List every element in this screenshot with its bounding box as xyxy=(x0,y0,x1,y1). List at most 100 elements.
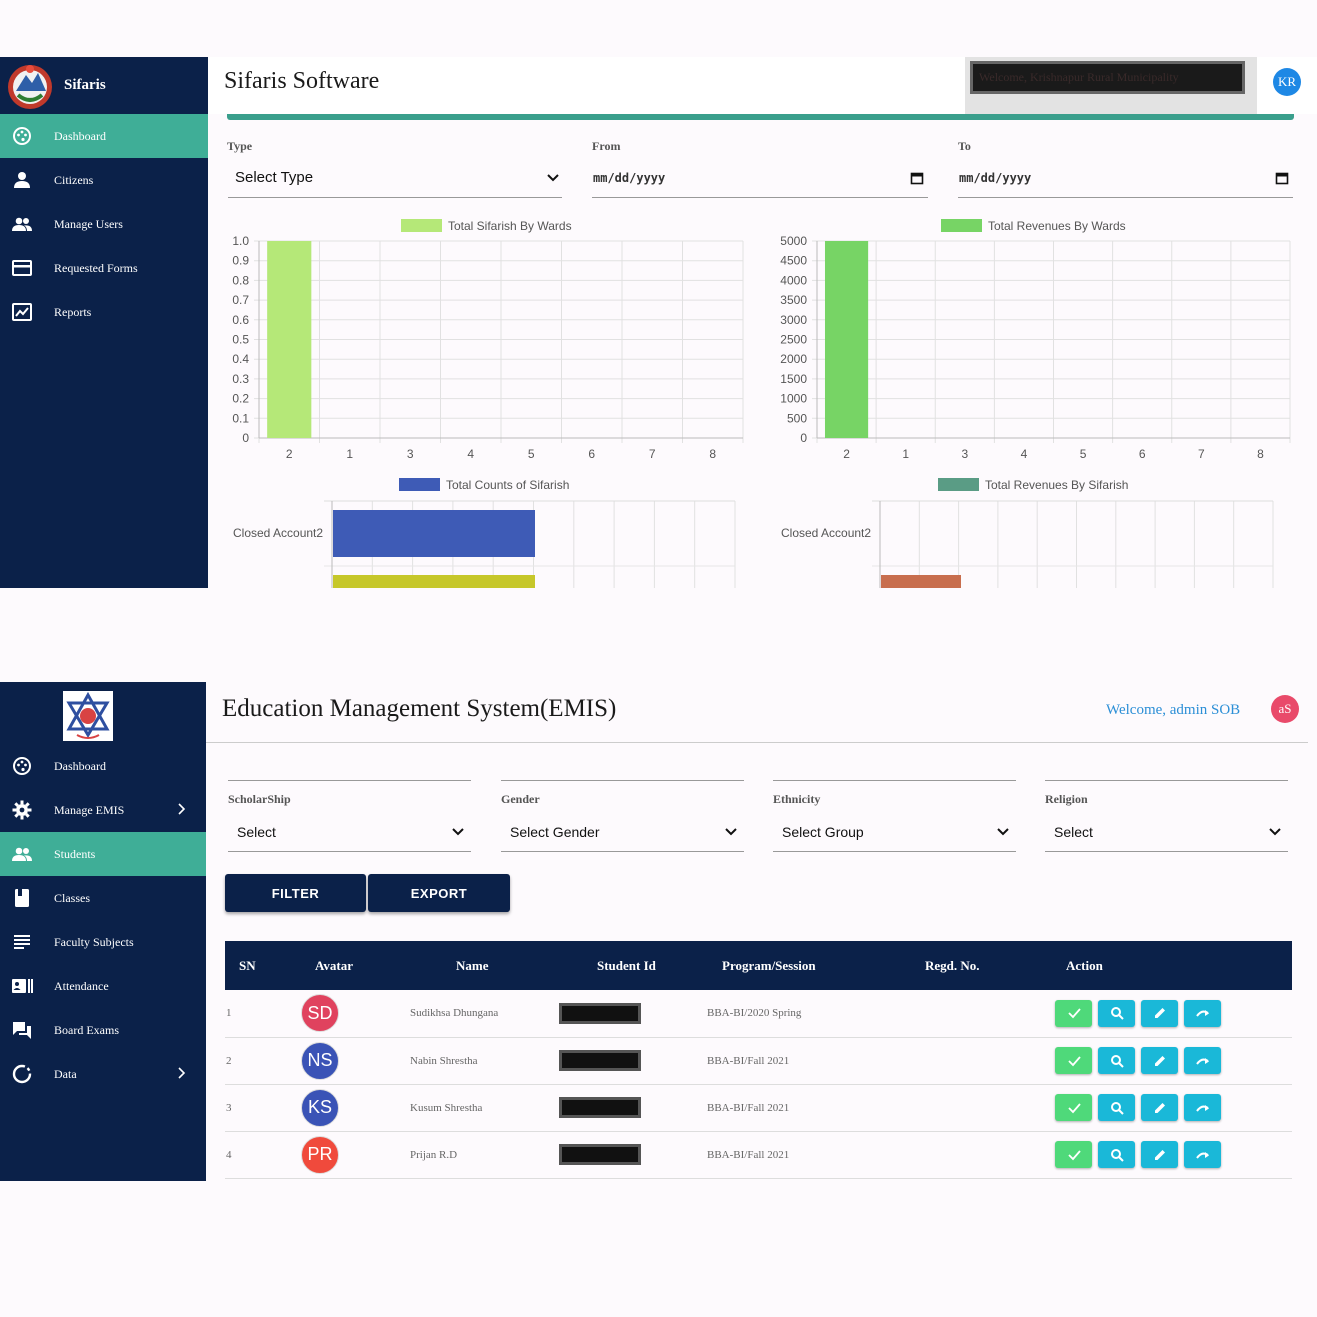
sidebar-item-students[interactable]: Students xyxy=(0,832,206,876)
search-button[interactable] xyxy=(1098,999,1135,1027)
sidebar-item-attendance[interactable]: Attendance xyxy=(0,964,206,1008)
filter-label: ScholarShip xyxy=(228,792,291,806)
calendar-icon[interactable] xyxy=(910,171,924,185)
sidebar-item-dashboard[interactable]: Dashboard xyxy=(0,744,206,788)
sidebar-item-reports[interactable]: Reports xyxy=(0,290,208,334)
university-logo-icon xyxy=(63,691,113,741)
redo-button[interactable] xyxy=(1184,1094,1221,1121)
cell-actions xyxy=(1045,1037,1292,1085)
redo-icon xyxy=(1195,1010,1209,1017)
edit-button[interactable] xyxy=(1141,1094,1178,1121)
type-label: Type xyxy=(227,139,253,153)
redo-icon xyxy=(1195,1104,1209,1112)
filter-select[interactable]: Select xyxy=(1045,812,1288,852)
y-tick-label: 0.7 xyxy=(232,293,249,307)
sidebar-item-board-exams[interactable]: Board Exams xyxy=(0,1008,206,1052)
redo-button[interactable] xyxy=(1184,1141,1221,1168)
people-icon xyxy=(11,843,33,865)
to-date-placeholder: mm/dd/yyyy xyxy=(959,170,1032,185)
edit-icon xyxy=(1154,1055,1165,1066)
column-header-regd-no-: Regd. No. xyxy=(907,941,1045,990)
sidebar-item-manage-emis[interactable]: Manage EMIS xyxy=(0,788,206,832)
subject-icon xyxy=(11,931,33,953)
nepal-emblem-icon xyxy=(8,64,52,109)
y-category-label: Closed Account2 xyxy=(781,526,871,540)
chevron-down-icon xyxy=(547,173,559,181)
cell-program: BBA-BI/Fall 2021 xyxy=(707,1084,907,1132)
filter-label: Religion xyxy=(1045,792,1088,806)
check-button[interactable] xyxy=(1055,1094,1092,1121)
filter-select[interactable]: Select Group xyxy=(773,812,1016,852)
student-id-redacted xyxy=(559,1144,641,1165)
filter-select-value: Select Group xyxy=(782,823,864,840)
sidebar-item-classes[interactable]: Classes xyxy=(0,876,206,920)
search-button[interactable] xyxy=(1098,1094,1135,1121)
y-tick-label: 4500 xyxy=(780,254,807,268)
edit-button[interactable] xyxy=(1141,1047,1178,1074)
check-icon xyxy=(1067,1008,1081,1019)
cell-name: Prijan R.D xyxy=(407,1131,557,1179)
x-tick-label: 4 xyxy=(1021,447,1028,461)
filter-select-value: Select Gender xyxy=(510,823,600,840)
calendar-icon[interactable] xyxy=(1275,171,1289,185)
sidebar-item-label: Requested Forms xyxy=(54,260,138,275)
redo-button[interactable] xyxy=(1184,999,1221,1027)
avatar: NS xyxy=(301,1041,339,1080)
x-tick-label: 3 xyxy=(407,447,414,461)
sidebar-item-label: Dashboard xyxy=(54,128,106,143)
sidebar-item-citizens[interactable]: Citizens xyxy=(0,158,208,202)
user-avatar[interactable]: KR xyxy=(1273,68,1301,96)
check-button[interactable] xyxy=(1055,1141,1092,1168)
search-button[interactable] xyxy=(1098,1141,1135,1168)
from-label: From xyxy=(592,139,621,153)
students-table: SN Avatar Name Student Id Program/Session Reg… xyxy=(225,941,1292,1179)
sidebar-item-data[interactable]: Data xyxy=(0,1052,206,1096)
export-button[interactable]: EXPORT xyxy=(368,874,510,912)
x-tick-label: 2 xyxy=(843,447,850,461)
welcome-redacted: Welcome, Krishnapur Rural Municipality xyxy=(970,61,1245,94)
badge-icon xyxy=(11,975,33,997)
column-header-sn: SN xyxy=(225,941,269,990)
y-tick-label: 0.2 xyxy=(232,392,249,406)
check-button[interactable] xyxy=(1055,999,1092,1027)
column-header-student-id: Student Id xyxy=(557,941,707,990)
filter-divider xyxy=(228,780,471,781)
y-category-label: Closed Account2 xyxy=(233,526,323,540)
welcome-box: Welcome, Krishnapur Rural Municipality xyxy=(965,57,1257,114)
filter-divider xyxy=(1045,780,1288,781)
column-header-name: Name xyxy=(407,941,557,990)
filter-divider xyxy=(501,780,744,781)
header: Sifaris Software Welcome, Krishnapur Rur… xyxy=(208,57,1317,120)
dashboard-charts: Total Sifarish By Wards 1.0 0.9 0.8 0.7 0.6 0.… xyxy=(232,219,1291,588)
from-date-input[interactable]: mm/dd/yyyy xyxy=(592,158,928,198)
chevron-right-icon xyxy=(176,802,186,820)
cell-program: BBA-BI/Fall 2021 xyxy=(707,1131,907,1179)
sidebar-nav: Dashboard Manage EMIS Students Classes Facul… xyxy=(0,744,206,1096)
sidebar-item-faculty-subjects[interactable]: Faculty Subjects xyxy=(0,920,206,964)
y-tick-label: 500 xyxy=(787,411,807,425)
x-tick-label: 5 xyxy=(528,447,535,461)
filter-select[interactable]: Select Gender xyxy=(501,812,744,852)
edit-button[interactable] xyxy=(1141,999,1178,1027)
bar-partial xyxy=(333,575,535,588)
check-button[interactable] xyxy=(1055,1047,1092,1074)
x-tick-label: 3 xyxy=(961,447,968,461)
search-button[interactable] xyxy=(1098,1047,1135,1074)
edit-button[interactable] xyxy=(1141,1141,1178,1168)
sidebar-item-dashboard[interactable]: Dashboard xyxy=(0,114,208,158)
forum-icon xyxy=(11,1019,33,1041)
sidebar-item-requested-forms[interactable]: Requested Forms xyxy=(0,246,208,290)
to-date-input[interactable]: mm/dd/yyyy xyxy=(958,158,1293,198)
user-avatar[interactable]: aS xyxy=(1271,695,1299,723)
table-row: 1 SD Sudikhsa Dhungana BBA-BI/2020 Spring xyxy=(225,990,1292,1038)
edit-icon xyxy=(1154,1102,1165,1113)
sidebar-item-label: Attendance xyxy=(54,978,109,993)
type-select[interactable]: Select Type xyxy=(228,158,562,198)
filter-button[interactable]: FILTER xyxy=(225,874,366,912)
redo-button[interactable] xyxy=(1184,1047,1221,1074)
palette-icon xyxy=(11,125,33,147)
sidebar-item-manage-users[interactable]: Manage Users xyxy=(0,202,208,246)
filter-select[interactable]: Select xyxy=(228,812,471,852)
page-title: Sifaris Software xyxy=(224,68,380,94)
y-tick-label: 4000 xyxy=(780,273,807,287)
